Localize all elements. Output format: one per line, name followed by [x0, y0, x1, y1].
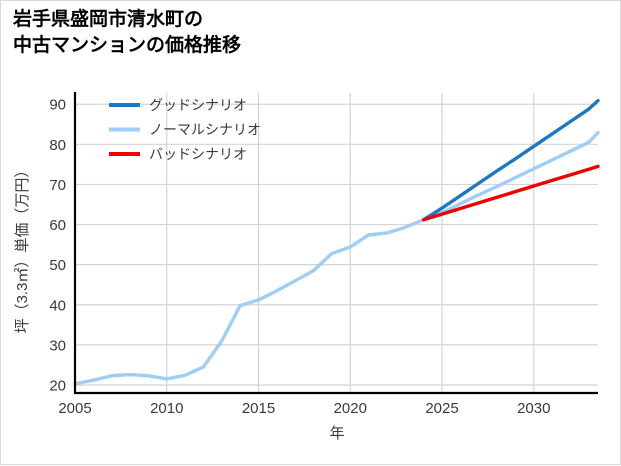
- x-tick-label: 2030: [517, 400, 550, 417]
- y-axis-label: 坪（3.3㎡）単価（万円）: [14, 163, 31, 334]
- y-tick-label: 50: [49, 257, 66, 274]
- x-tick-label: 2010: [150, 400, 183, 417]
- y-tick-label: 40: [49, 297, 66, 314]
- y-tick-label: 20: [49, 377, 66, 394]
- chart-title: 岩手県盛岡市清水町の 中古マンションの価格推移: [13, 9, 242, 57]
- x-tick-label: 2025: [425, 400, 458, 417]
- x-tick-label: 2005: [58, 400, 91, 417]
- y-tick-label: 70: [49, 177, 66, 194]
- series-line-bad: [421, 164, 600, 222]
- y-axis-ticks: 20 30 40 50 60 70 80 90: [49, 97, 66, 395]
- series-line-good: [421, 98, 600, 222]
- y-tick-label: 60: [49, 217, 66, 234]
- x-axis-ticks: 2005 2010 2015 2020 2025 2030: [58, 400, 550, 417]
- axis-spines: [73, 92, 598, 395]
- x-axis-label: 年: [329, 425, 344, 442]
- y-tick-label: 30: [49, 337, 66, 354]
- legend-label: グッドシナリオ: [149, 97, 247, 113]
- y-tick-label: 90: [49, 97, 66, 114]
- data-series-group: [73, 98, 600, 386]
- x-tick-label: 2020: [334, 400, 367, 417]
- y-tick-label: 80: [49, 137, 66, 154]
- series-line-normal: [73, 131, 600, 386]
- legend-label: バッドシナリオ: [149, 146, 247, 162]
- gridlines-group: [74, 93, 598, 393]
- legend-label: ノーマルシナリオ: [149, 122, 261, 138]
- x-tick-label: 2015: [242, 400, 275, 417]
